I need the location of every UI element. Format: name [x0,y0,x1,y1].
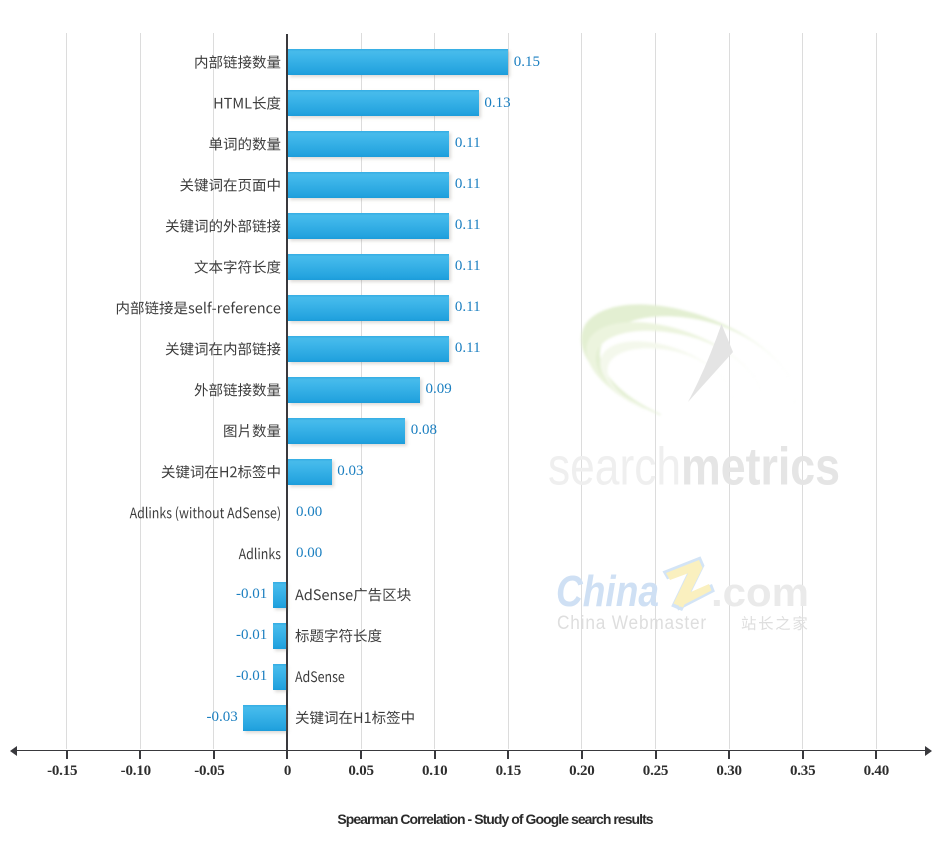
svg-text:China: China [556,567,659,616]
svg-text:China Webmaster: China Webmaster [557,613,707,634]
svg-text:metrics: metrics [681,438,840,497]
svg-text:.com: .com [711,571,809,615]
svg-text:search: search [548,438,681,497]
